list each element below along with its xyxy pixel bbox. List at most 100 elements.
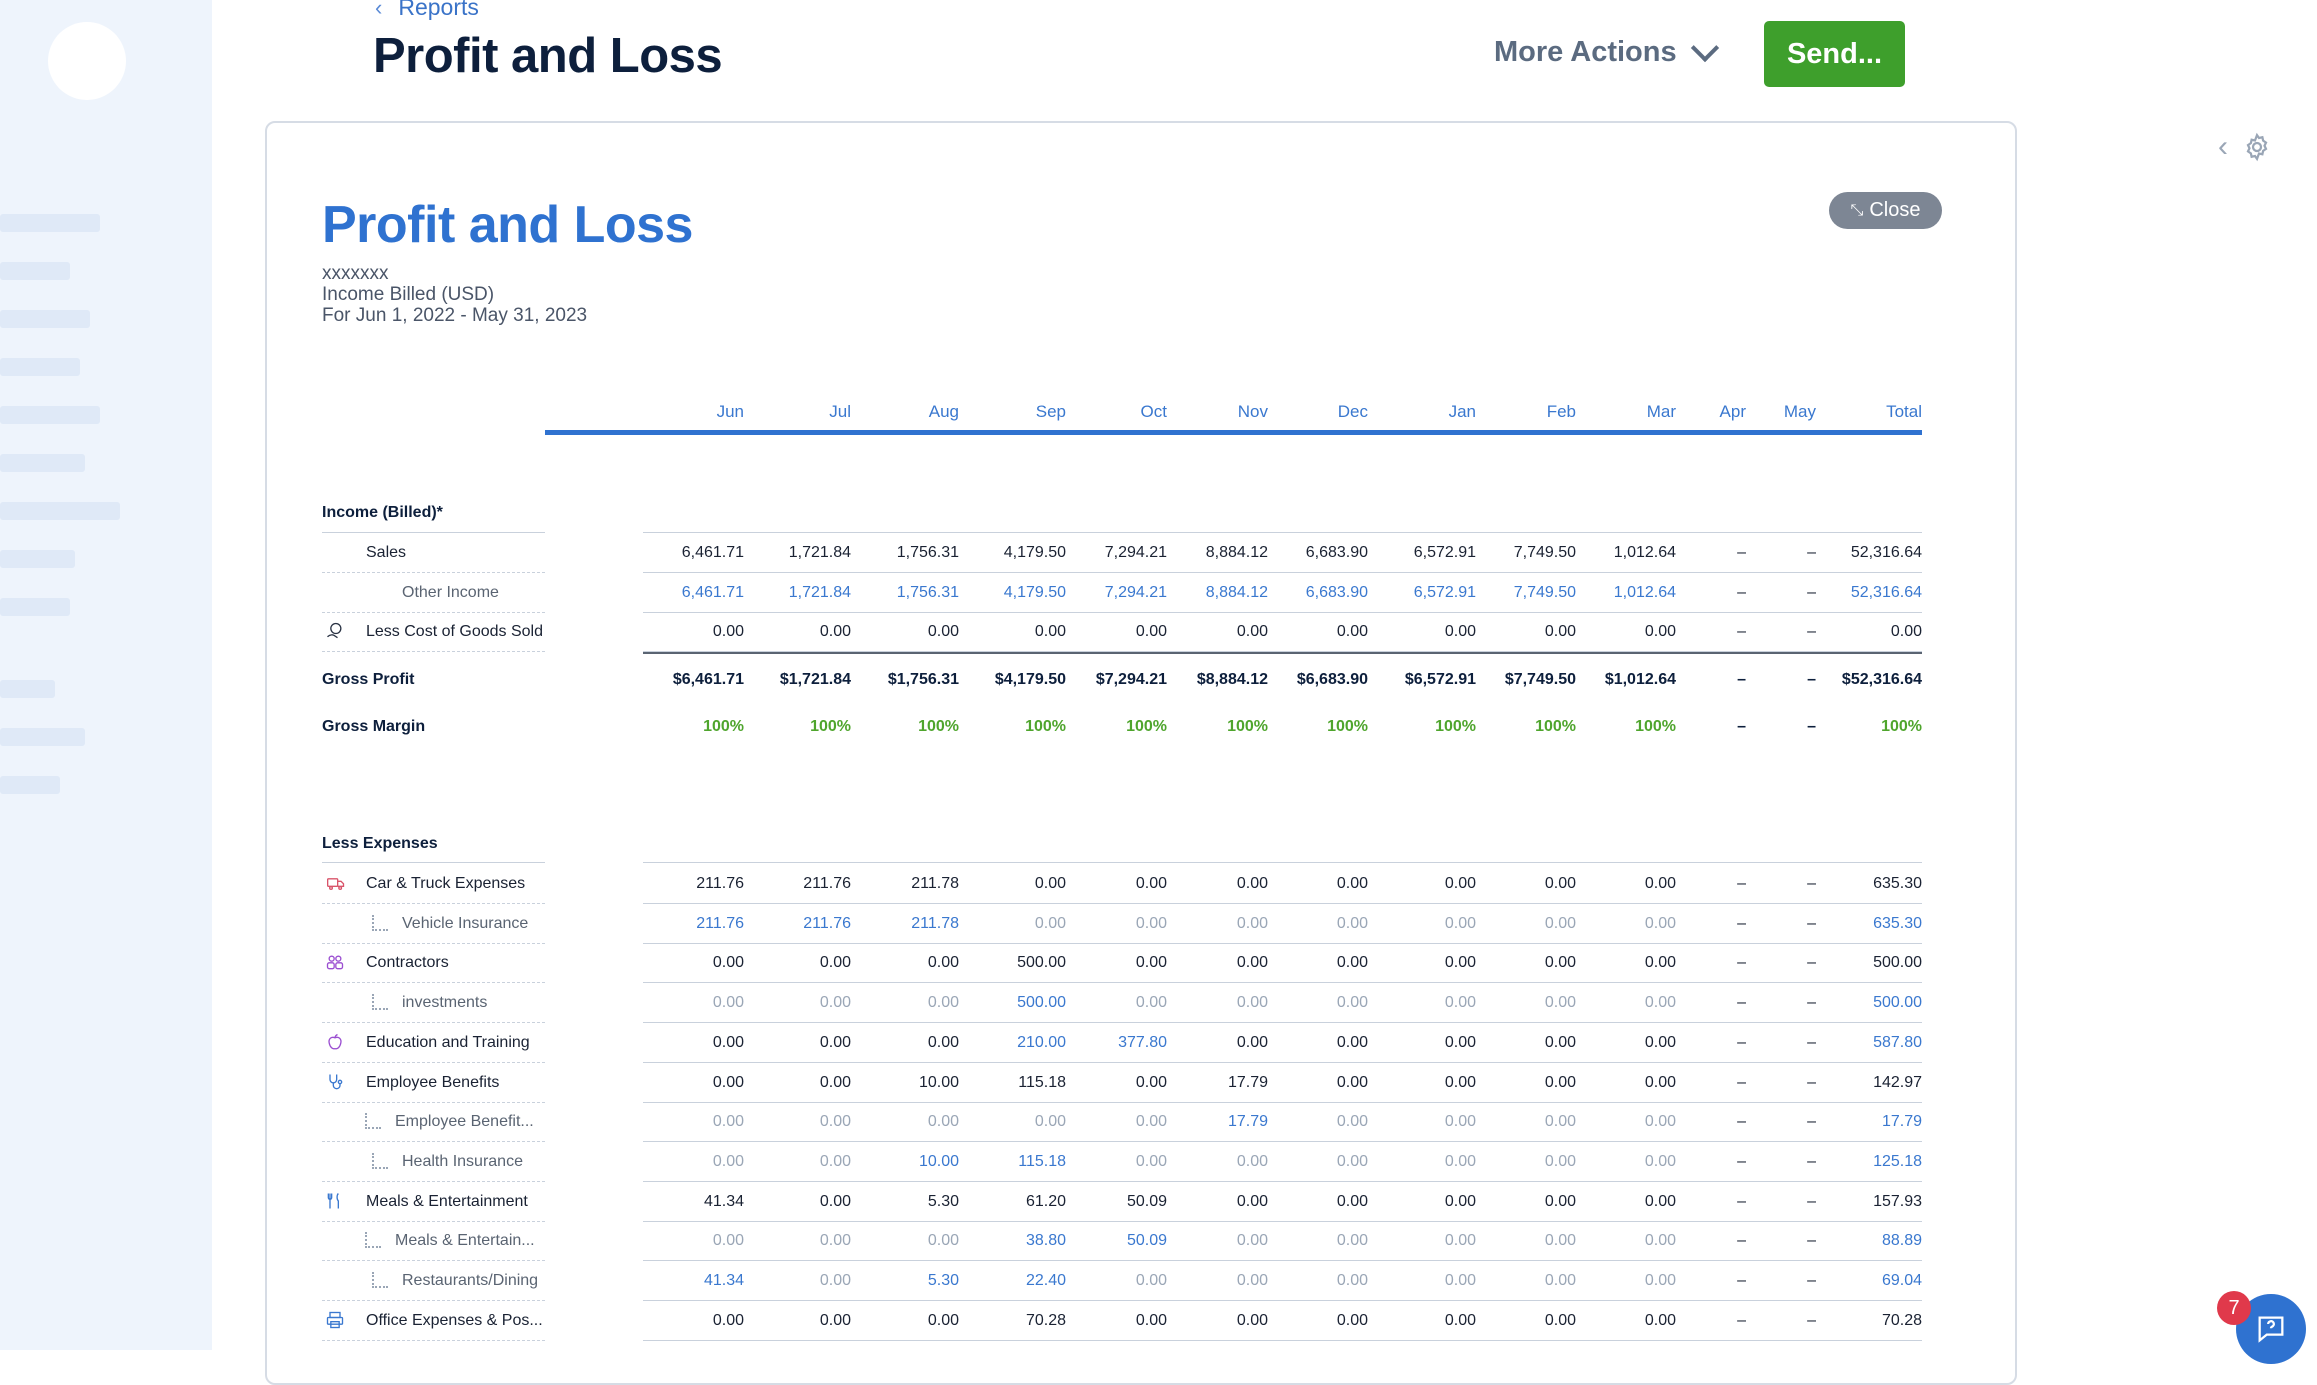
table-cell: 0.00 <box>1336 875 1368 892</box>
table-cell[interactable]: 41.34 <box>703 1272 744 1289</box>
table-cell[interactable]: 17.79 <box>1227 1113 1268 1131</box>
table-cell[interactable]: 4,179.50 <box>1003 544 1066 561</box>
table-cell[interactable]: 6,683.90 <box>1305 583 1368 601</box>
sidebar-item[interactable] <box>0 776 60 794</box>
category-label[interactable]: Office Expenses & Pos... <box>366 1311 543 1329</box>
table-cell[interactable]: 377.80 <box>1118 1033 1167 1051</box>
table-cell[interactable]: 41.34 <box>703 1192 744 1210</box>
category-label[interactable]: Contractors <box>366 954 449 972</box>
table-cell[interactable]: 1,721.84 <box>788 544 851 561</box>
table-cell[interactable]: 1,012.64 <box>1613 583 1676 601</box>
category-label[interactable]: Employee Benefits <box>366 1073 500 1091</box>
table-cell[interactable]: 157.93 <box>1873 1192 1922 1210</box>
table-cell[interactable]: 211.78 <box>911 875 959 892</box>
sidebar-item[interactable] <box>0 680 55 698</box>
category-label[interactable]: Education and Training <box>366 1033 530 1051</box>
table-cell[interactable]: 211.76 <box>696 875 744 892</box>
more-actions-dropdown[interactable]: More Actions <box>1494 33 1719 69</box>
table-cell[interactable]: 17.79 <box>1881 1113 1922 1131</box>
table-cell[interactable]: 52,316.64 <box>1850 544 1922 561</box>
table-cell[interactable]: 7,294.21 <box>1104 583 1167 601</box>
table-cell[interactable]: 1,721.84 <box>788 583 851 601</box>
subcategory-label[interactable]: Other Income <box>402 583 499 601</box>
table-cell[interactable]: 635.30 <box>1873 914 1922 932</box>
category-label[interactable]: Car & Truck Expenses <box>366 875 526 892</box>
table-cell[interactable]: 70.28 <box>1025 1311 1066 1329</box>
table-cell[interactable]: 22.40 <box>1025 1272 1066 1289</box>
table-cell[interactable]: 125.18 <box>1873 1152 1922 1170</box>
sidebar-item[interactable] <box>0 214 100 232</box>
table-cell[interactable]: 211.76 <box>696 914 744 932</box>
table-cell[interactable]: 7,294.21 <box>1104 544 1167 561</box>
table-cell[interactable]: 500.00 <box>1873 994 1922 1012</box>
avatar[interactable] <box>48 22 126 100</box>
sidebar-item[interactable] <box>0 550 75 568</box>
table-cell[interactable]: 6,461.71 <box>681 583 744 601</box>
table-cell[interactable]: 211.78 <box>911 914 959 932</box>
table-cell[interactable]: 211.76 <box>803 875 851 892</box>
close-button[interactable]: ⤡ Close <box>1829 192 1942 229</box>
table-cell[interactable]: 6,572.91 <box>1413 544 1476 561</box>
divider <box>322 862 545 863</box>
subcategory-label[interactable]: Vehicle Insurance <box>402 914 529 932</box>
table-cell[interactable]: 50.09 <box>1126 1232 1167 1250</box>
subcategory-label[interactable]: Meals & Entertain... <box>395 1232 535 1250</box>
table-cell[interactable]: 211.76 <box>803 914 851 932</box>
table-cell: 0.00 <box>1135 1272 1167 1289</box>
table-cell[interactable]: 6,461.71 <box>681 544 744 561</box>
table-cell[interactable]: 142.97 <box>1873 1073 1922 1091</box>
table-cell[interactable]: 7,749.50 <box>1513 544 1576 561</box>
sidebar-item[interactable] <box>0 310 90 328</box>
category-label[interactable]: Meals & Entertainment <box>366 1192 528 1210</box>
sidebar-item[interactable] <box>0 728 85 746</box>
table-cell[interactable]: 88.89 <box>1881 1232 1922 1250</box>
subcategory-label[interactable]: Health Insurance <box>402 1152 523 1170</box>
table-cell[interactable]: 587.80 <box>1873 1033 1922 1051</box>
sidebar-item[interactable] <box>0 406 100 424</box>
table-cell[interactable]: 10.00 <box>918 1073 959 1091</box>
sidebar-item[interactable] <box>0 262 70 280</box>
category-label[interactable]: Sales <box>366 544 407 561</box>
table-cell[interactable]: 7,749.50 <box>1513 583 1576 601</box>
table-cell[interactable]: 6,572.91 <box>1413 583 1476 601</box>
subcategory-label[interactable]: Restaurants/Dining <box>402 1272 539 1289</box>
table-cell: 0.00 <box>1135 1113 1167 1131</box>
table-cell[interactable]: 500.00 <box>1017 954 1066 972</box>
send-button[interactable]: Send... <box>1764 21 1905 87</box>
table-cell[interactable]: 210.00 <box>1017 1033 1066 1051</box>
table-cell[interactable]: 1,756.31 <box>896 544 959 561</box>
table-cell[interactable]: 6,683.90 <box>1305 544 1368 561</box>
table-cell: 0.00 <box>1336 1033 1368 1051</box>
category-label[interactable]: Less Cost of Goods Sold <box>366 623 543 641</box>
gear-icon[interactable] <box>2242 132 2272 162</box>
table-cell[interactable]: 5.30 <box>927 1192 959 1210</box>
collapse-chevron-icon[interactable]: ‹ <box>2218 130 2228 163</box>
table-cell[interactable]: 61.20 <box>1025 1192 1066 1210</box>
sidebar-item[interactable] <box>0 502 120 520</box>
table-cell[interactable]: 8,884.12 <box>1205 583 1268 601</box>
table-cell[interactable]: 115.18 <box>1018 1152 1066 1170</box>
subcategory-label[interactable]: investments <box>402 994 488 1012</box>
sidebar-item[interactable] <box>0 454 85 472</box>
table-cell[interactable]: 500.00 <box>1873 954 1922 972</box>
table-cell[interactable]: 500.00 <box>1017 994 1066 1012</box>
table-cell[interactable]: 1,756.31 <box>896 583 959 601</box>
table-cell[interactable]: 38.80 <box>1025 1232 1066 1250</box>
table-cell[interactable]: 50.09 <box>1126 1192 1167 1210</box>
table-cell[interactable]: 4,179.50 <box>1003 583 1066 601</box>
table-cell[interactable]: 69.04 <box>1881 1272 1922 1289</box>
table-cell[interactable]: 52,316.64 <box>1850 583 1922 601</box>
back-to-reports-link[interactable]: ‹ Reports <box>375 0 479 21</box>
table-cell[interactable]: 8,884.12 <box>1205 544 1268 561</box>
table-cell[interactable]: 5.30 <box>927 1272 959 1289</box>
subcategory-label[interactable]: Employee Benefit... <box>395 1113 534 1131</box>
table-cell[interactable]: 17.79 <box>1227 1073 1268 1091</box>
table-cell[interactable]: 1,012.64 <box>1613 544 1676 561</box>
sidebar-item[interactable] <box>0 358 80 376</box>
table-cell[interactable]: 70.28 <box>1881 1311 1922 1329</box>
table-cell[interactable]: 115.18 <box>1018 1073 1066 1091</box>
row-divider <box>643 651 1922 653</box>
sidebar-item[interactable] <box>0 598 70 616</box>
table-cell[interactable]: 10.00 <box>918 1152 959 1170</box>
table-cell[interactable]: 635.30 <box>1873 875 1922 892</box>
